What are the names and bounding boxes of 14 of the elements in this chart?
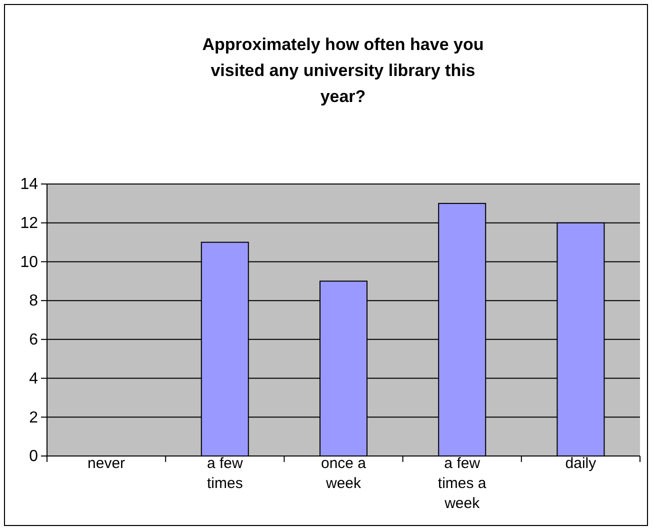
- y-tick-label: 14: [20, 176, 38, 194]
- x-tick-label: a few times a week: [438, 455, 487, 512]
- y-tick-label: 12: [20, 214, 38, 232]
- y-tick-label: 6: [29, 332, 38, 349]
- x-tick-label: never: [88, 455, 126, 472]
- y-tick-label: 2: [29, 409, 38, 426]
- chart-title: Approximately how often have you visited any university library this year?: [202, 35, 484, 106]
- y-tick-label: 0: [29, 448, 38, 466]
- y-tick-label: 4: [29, 370, 38, 388]
- y-tick-label: 10: [20, 254, 38, 271]
- y-tick-label: 8: [29, 292, 38, 310]
- x-tick-label: a few times: [206, 455, 243, 492]
- x-tick-label: daily: [565, 455, 597, 472]
- x-tick-label: once a week: [320, 455, 367, 492]
